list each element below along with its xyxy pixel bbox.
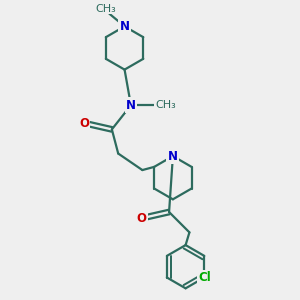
Text: O: O <box>136 212 146 225</box>
Text: O: O <box>79 116 89 130</box>
Text: CH₃: CH₃ <box>155 100 176 110</box>
Text: N: N <box>168 150 178 163</box>
Text: CH₃: CH₃ <box>95 4 116 14</box>
Text: N: N <box>126 99 136 112</box>
Text: Cl: Cl <box>198 271 211 284</box>
Text: N: N <box>120 20 130 33</box>
